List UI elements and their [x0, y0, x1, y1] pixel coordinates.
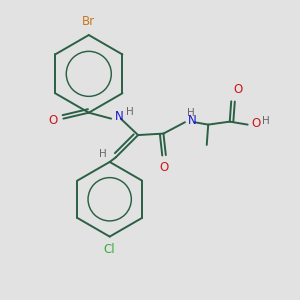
Text: N: N	[115, 110, 124, 123]
Text: O: O	[251, 117, 260, 130]
Text: O: O	[160, 161, 169, 174]
Text: H: H	[125, 107, 133, 117]
Text: H: H	[187, 108, 195, 118]
Text: Br: Br	[82, 16, 95, 28]
Text: Cl: Cl	[104, 243, 116, 256]
Text: H: H	[99, 149, 107, 160]
Text: N: N	[188, 114, 197, 127]
Text: O: O	[234, 83, 243, 96]
Text: H: H	[262, 116, 270, 126]
Text: O: O	[49, 114, 58, 127]
